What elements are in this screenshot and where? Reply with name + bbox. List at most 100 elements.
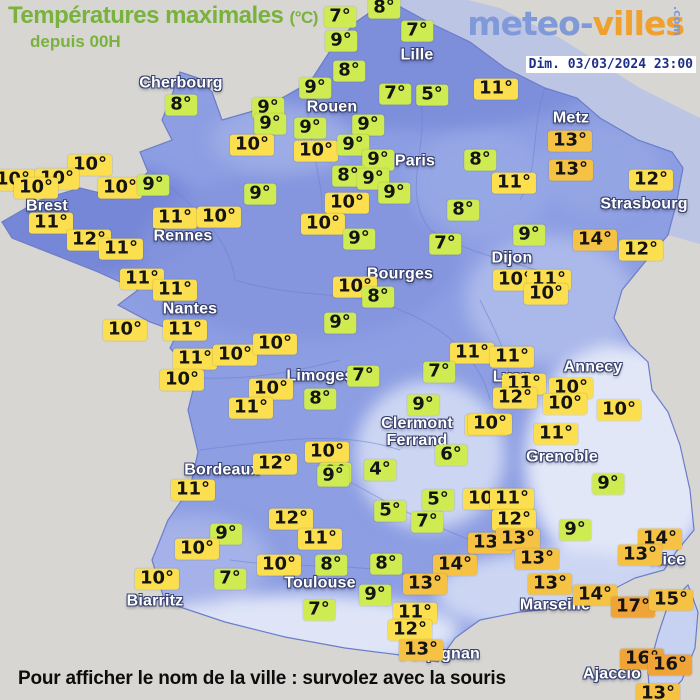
temp-label[interactable]: 13° (402, 573, 448, 595)
temp-label[interactable]: 11° (392, 602, 438, 624)
temp-label[interactable]: 6° (435, 444, 467, 466)
temp-label[interactable]: 10° (174, 538, 220, 560)
temp-label[interactable]: 11° (533, 423, 579, 445)
temp-label[interactable]: 10° (542, 393, 588, 415)
temp-label[interactable]: 11° (489, 346, 535, 368)
temp-label[interactable]: 10° (300, 213, 346, 235)
temp-label[interactable]: 9° (362, 149, 394, 171)
temp-label[interactable]: 12° (492, 387, 538, 409)
temp-label[interactable]: 13° (617, 544, 663, 566)
temp-label[interactable]: 12° (268, 508, 314, 530)
temp-label[interactable]: 12° (628, 169, 674, 191)
temp-label[interactable]: 8° (304, 388, 336, 410)
temp-label[interactable]: 9° (352, 114, 384, 136)
temp-label[interactable]: 10° (13, 177, 59, 199)
temp-label[interactable]: 9° (325, 30, 357, 52)
temp-label[interactable]: 13° (398, 639, 444, 661)
temp-label[interactable]: 10° (67, 154, 113, 176)
temp-label[interactable]: 12° (252, 453, 298, 475)
temp-label[interactable]: 10° (252, 333, 298, 355)
temp-label[interactable]: 13° (635, 683, 681, 700)
temp-label[interactable]: 13° (495, 528, 541, 550)
temp-label[interactable]: 9° (324, 312, 356, 334)
temp-label[interactable]: 7° (379, 83, 411, 105)
temp-label[interactable]: 9° (559, 519, 591, 541)
temp-label[interactable]: 14° (637, 528, 683, 550)
temp-label[interactable]: 5° (374, 500, 406, 522)
temp-label[interactable]: 10° (229, 134, 275, 156)
temp-label[interactable]: 11° (152, 279, 198, 301)
temp-label[interactable]: 9° (244, 183, 276, 205)
temp-label[interactable]: 9° (299, 77, 331, 99)
temp-label[interactable]: 8° (464, 149, 496, 171)
temp-label[interactable]: 10° (548, 377, 594, 399)
temp-label[interactable]: 8° (315, 554, 347, 576)
temp-label[interactable]: 13° (527, 573, 573, 595)
temp-label[interactable]: 8° (368, 0, 400, 19)
temp-label[interactable]: 10° (97, 177, 143, 199)
temp-label[interactable]: 9° (513, 224, 545, 246)
temp-label[interactable]: 10° (134, 568, 180, 590)
temp-label[interactable]: 11° (473, 78, 519, 100)
temp-label[interactable]: 8° (370, 553, 402, 575)
temp-label[interactable]: 7° (401, 20, 433, 42)
temp-label[interactable]: 9° (337, 134, 369, 156)
temp-label[interactable]: 9° (252, 97, 284, 119)
temp-label[interactable]: 14° (432, 554, 478, 576)
temp-label[interactable]: 9° (343, 228, 375, 250)
temp-label[interactable]: 9° (317, 465, 349, 487)
temp-label[interactable]: 11° (162, 319, 208, 341)
temp-label[interactable]: 5° (416, 84, 448, 106)
temp-label[interactable]: 9° (137, 174, 169, 196)
temp-label[interactable]: 10° (324, 192, 370, 214)
temp-label[interactable]: 9° (378, 182, 410, 204)
temp-label[interactable]: 17° (610, 596, 656, 618)
temp-label[interactable]: 10° (212, 344, 258, 366)
temp-label[interactable]: 9° (407, 394, 439, 416)
temp-label[interactable]: 8° (362, 286, 394, 308)
temp-label[interactable]: 11° (491, 172, 537, 194)
temp-label[interactable]: 11° (449, 342, 495, 364)
temp-label[interactable]: 10° (159, 369, 205, 391)
temp-label[interactable]: 10° (196, 206, 242, 228)
temp-label[interactable]: 11° (172, 348, 218, 370)
temp-label[interactable]: 16° (647, 654, 693, 676)
temp-label[interactable]: 7° (303, 599, 335, 621)
temp-label[interactable]: 10° (467, 413, 513, 435)
temp-label[interactable]: 10° (293, 140, 339, 162)
temp-label[interactable]: 12° (618, 239, 664, 261)
temp-label[interactable]: 15° (648, 589, 694, 611)
temp-label[interactable]: 7° (429, 233, 461, 255)
temp-label[interactable]: 7° (214, 568, 246, 590)
temp-label[interactable]: 7° (411, 511, 443, 533)
temp-label[interactable]: 10° (523, 283, 569, 305)
temp-label[interactable]: 10° (248, 378, 294, 400)
temp-label[interactable]: 11° (228, 397, 274, 419)
temp-label[interactable]: 9° (254, 113, 286, 135)
temp-label[interactable]: 8° (332, 165, 364, 187)
temp-label[interactable]: 11° (28, 212, 74, 234)
temp-label[interactable]: 7° (324, 6, 356, 28)
temp-label[interactable]: 11° (170, 479, 216, 501)
temp-label[interactable]: 7° (423, 361, 455, 383)
temp-label[interactable]: 12° (387, 619, 433, 641)
temp-label[interactable]: 5° (422, 489, 454, 511)
temp-label[interactable]: 11° (152, 207, 198, 229)
temp-label[interactable]: 13° (547, 130, 593, 152)
temp-label[interactable]: 7° (347, 365, 379, 387)
temp-label[interactable]: 10° (596, 399, 642, 421)
temp-label[interactable]: 8° (333, 60, 365, 82)
temp-label[interactable]: 10° (256, 554, 302, 576)
temp-label[interactable]: 10° (304, 441, 350, 463)
temp-label[interactable]: 13° (514, 548, 560, 570)
temp-label[interactable]: 11° (98, 238, 144, 260)
temp-label[interactable]: 10° (102, 319, 148, 341)
temp-label[interactable]: 11° (489, 488, 535, 510)
temp-label[interactable]: 11° (297, 528, 343, 550)
temp-label[interactable]: 4° (364, 459, 396, 481)
temp-label[interactable]: 9° (592, 473, 624, 495)
temp-label[interactable]: 9° (359, 584, 391, 606)
temp-label[interactable]: 8° (447, 199, 479, 221)
temp-label[interactable]: 14° (572, 229, 618, 251)
temp-label[interactable]: 13° (548, 159, 594, 181)
